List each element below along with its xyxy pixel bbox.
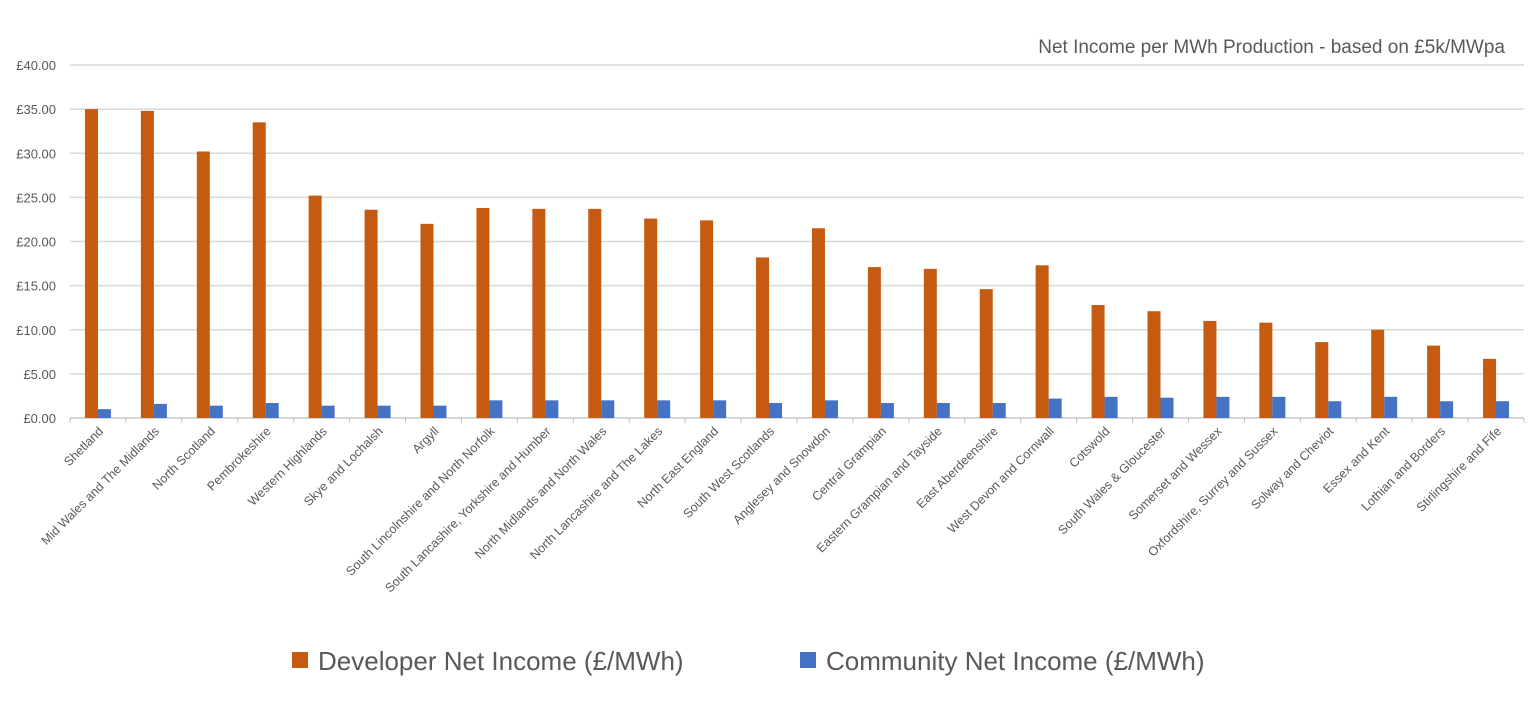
bar-community	[545, 400, 559, 418]
bar-community	[209, 405, 223, 418]
bar-developer	[364, 209, 378, 418]
bar-developer	[308, 195, 322, 418]
bars	[84, 109, 1510, 419]
bar-developer	[756, 257, 770, 418]
bar-developer	[811, 228, 825, 418]
y-axis: £0.00 £5.00 £10.00 £15.00 £20.00 £25.00 £30.00…	[16, 58, 56, 426]
x-tick-label: Anglesey and Snowdon	[730, 424, 833, 527]
bar-developer	[1091, 305, 1105, 418]
bar-community	[1440, 401, 1454, 418]
y-tick-label: £10.00	[16, 323, 56, 338]
bar-community	[1328, 401, 1342, 418]
bar-community	[1496, 401, 1510, 418]
bar-developer	[1427, 345, 1441, 418]
legend-swatch	[800, 652, 816, 668]
bar-community	[824, 400, 838, 418]
bar-developer	[923, 268, 937, 418]
x-tick-label: South West Scotlands	[680, 424, 777, 521]
bar-community	[321, 405, 335, 418]
x-tick-label: Argyll	[410, 424, 442, 456]
chart-title: Net Income per MWh Production - based on…	[1038, 37, 1505, 58]
bar-community	[1216, 396, 1230, 418]
bar-developer	[588, 208, 602, 418]
y-tick-label: £5.00	[23, 367, 56, 382]
bar-community	[1104, 396, 1118, 418]
bar-community	[1048, 398, 1062, 418]
bar-developer	[1315, 342, 1329, 418]
bar-developer	[867, 267, 881, 418]
x-tick-label: South Wales & Gloucester	[1055, 424, 1168, 537]
bar-community	[433, 405, 447, 418]
y-tick-label: £30.00	[16, 146, 56, 161]
x-tick-label: Shetland	[61, 424, 106, 469]
bar-developer	[140, 110, 154, 418]
bar-community	[657, 400, 671, 418]
bar-developer	[1483, 358, 1497, 418]
bar-developer	[644, 218, 658, 418]
bar-developer	[1203, 320, 1217, 418]
y-tick-label: £15.00	[16, 279, 56, 294]
bar-developer	[252, 122, 266, 419]
legend-label: Developer Net Income (£/MWh)	[318, 646, 684, 676]
y-tick-label: £25.00	[16, 190, 56, 205]
bar-developer	[979, 289, 993, 418]
x-tick-label: Mid Wales and The Midlands	[39, 424, 162, 547]
bar-community	[97, 409, 111, 418]
x-tick-label: Cotswold	[1066, 424, 1112, 470]
bar-community	[377, 405, 391, 418]
x-tick-label: West Devon and Cornwall	[945, 424, 1057, 536]
bar-community	[601, 400, 615, 418]
y-tick-label: £40.00	[16, 58, 56, 73]
legend: Developer Net Income (£/MWh) Community Ne…	[292, 646, 1205, 676]
bar-community	[936, 402, 950, 418]
y-tick-label: £35.00	[16, 102, 56, 117]
legend-swatch	[292, 652, 308, 668]
bar-developer	[1371, 329, 1385, 418]
bar-community	[265, 402, 279, 418]
x-tick-label: Somerset and Wessex	[1126, 424, 1225, 523]
bar-developer	[1259, 322, 1273, 418]
bar-community	[713, 400, 727, 418]
bar-community	[153, 403, 167, 418]
bar-community	[1384, 396, 1398, 418]
bar-developer	[196, 151, 210, 419]
legend-label: Community Net Income (£/MWh)	[826, 646, 1205, 676]
bar-developer	[420, 223, 434, 418]
bar-developer	[1147, 311, 1161, 418]
y-tick-label: £0.00	[23, 411, 56, 426]
bar-developer	[532, 208, 546, 418]
bar-community	[880, 402, 894, 418]
bar-community	[489, 400, 503, 418]
bar-community	[1272, 396, 1286, 418]
bar-developer	[476, 207, 490, 418]
y-tick-label: £20.00	[16, 235, 56, 250]
bar-community	[769, 402, 783, 418]
bar-community	[1160, 397, 1174, 418]
bar-developer	[84, 109, 98, 418]
bar-community	[992, 402, 1006, 418]
bar-developer	[1035, 265, 1049, 418]
gridlines	[70, 64, 1524, 419]
bar-developer	[700, 220, 714, 418]
